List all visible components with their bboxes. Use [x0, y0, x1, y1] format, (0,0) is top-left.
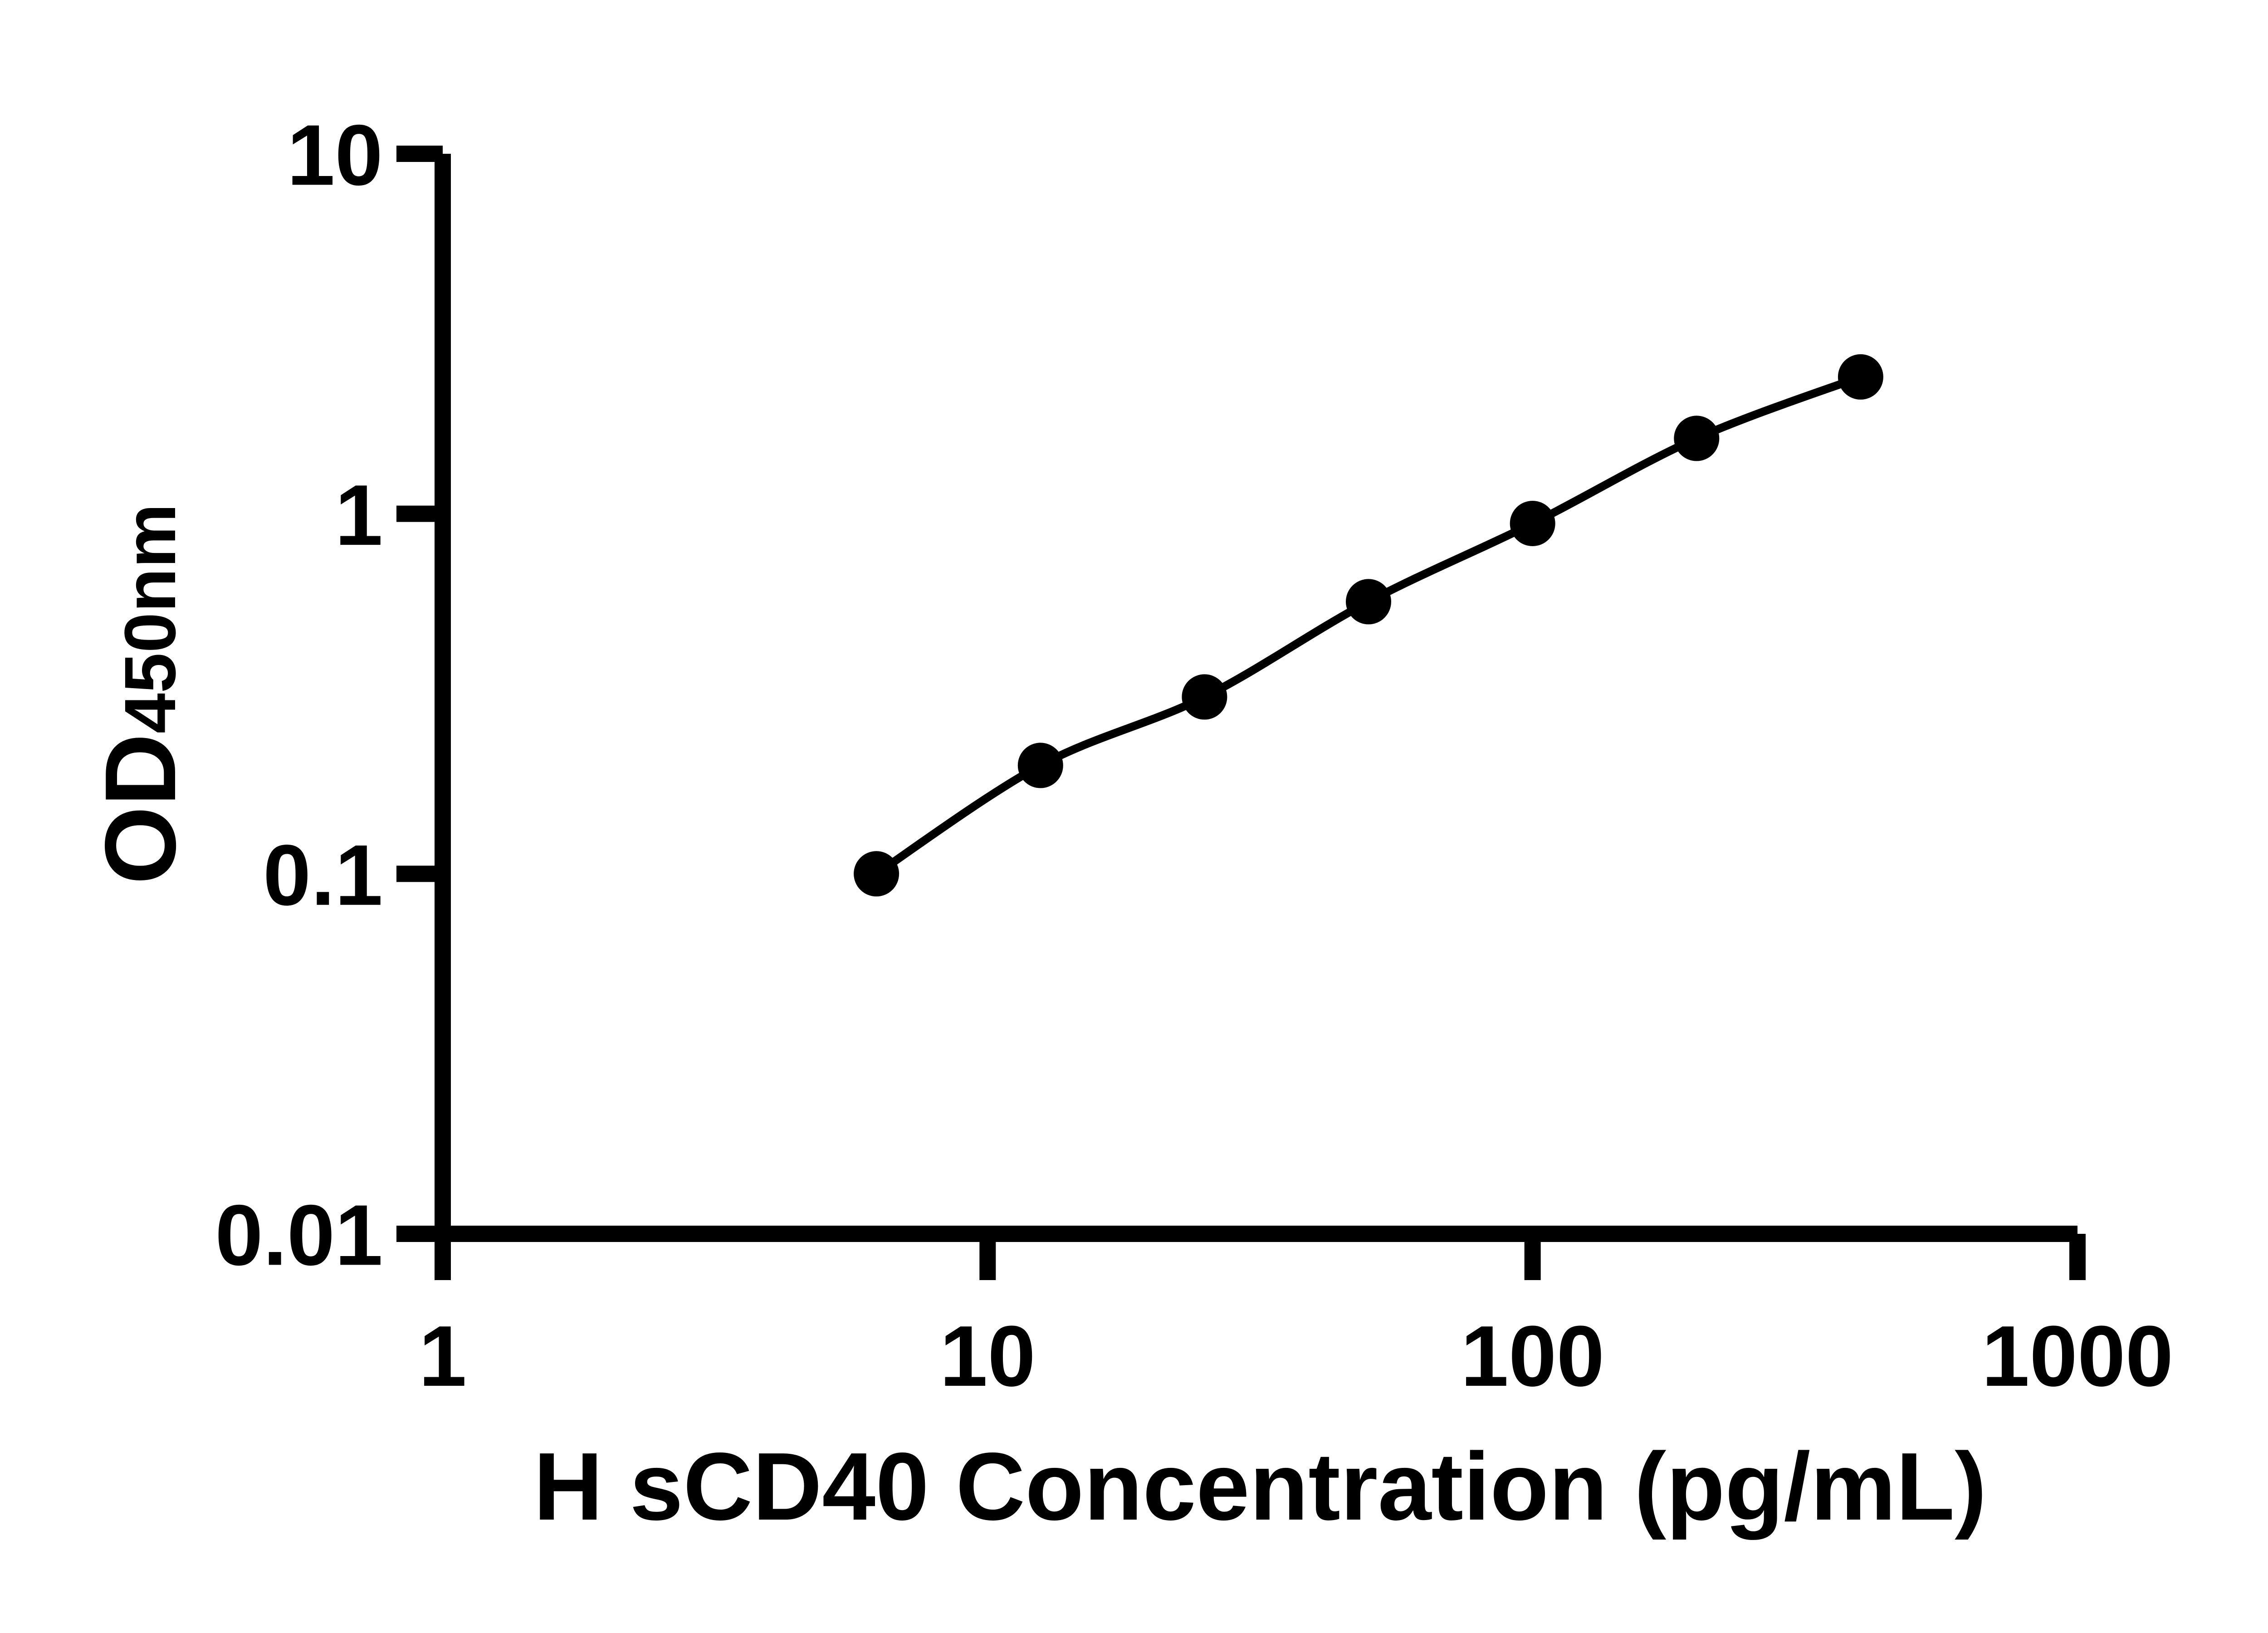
data-point	[1017, 743, 1063, 788]
data-point	[1182, 674, 1227, 720]
x-tick-label: 100	[1461, 1308, 1604, 1404]
data-point	[854, 851, 899, 897]
data-point	[1346, 579, 1391, 625]
x-tick-label: 1000	[1982, 1308, 2174, 1404]
y-tick-label: 0.1	[263, 827, 383, 924]
data-point	[1674, 416, 1720, 461]
y-axis-title: OD450nm	[84, 504, 197, 885]
x-tick-label: 10	[940, 1308, 1036, 1404]
x-axis-title: H sCD40 Concentration (pg/mL)	[533, 1433, 1987, 1540]
x-tick-label: 1	[419, 1308, 467, 1404]
data-layer	[854, 354, 1883, 897]
y-tick-label: 1	[335, 467, 383, 563]
data-point	[1838, 354, 1883, 400]
y-tick-label: 10	[287, 107, 383, 203]
axes-layer: 0.01 0.1 1 10 1 10 100 1000	[215, 107, 2173, 1404]
y-axis-title-subscript: 450nm	[109, 504, 191, 733]
y-tick-label: 0.01	[215, 1187, 383, 1283]
data-point	[1510, 501, 1555, 546]
y-axis-title-main: OD	[84, 733, 197, 885]
